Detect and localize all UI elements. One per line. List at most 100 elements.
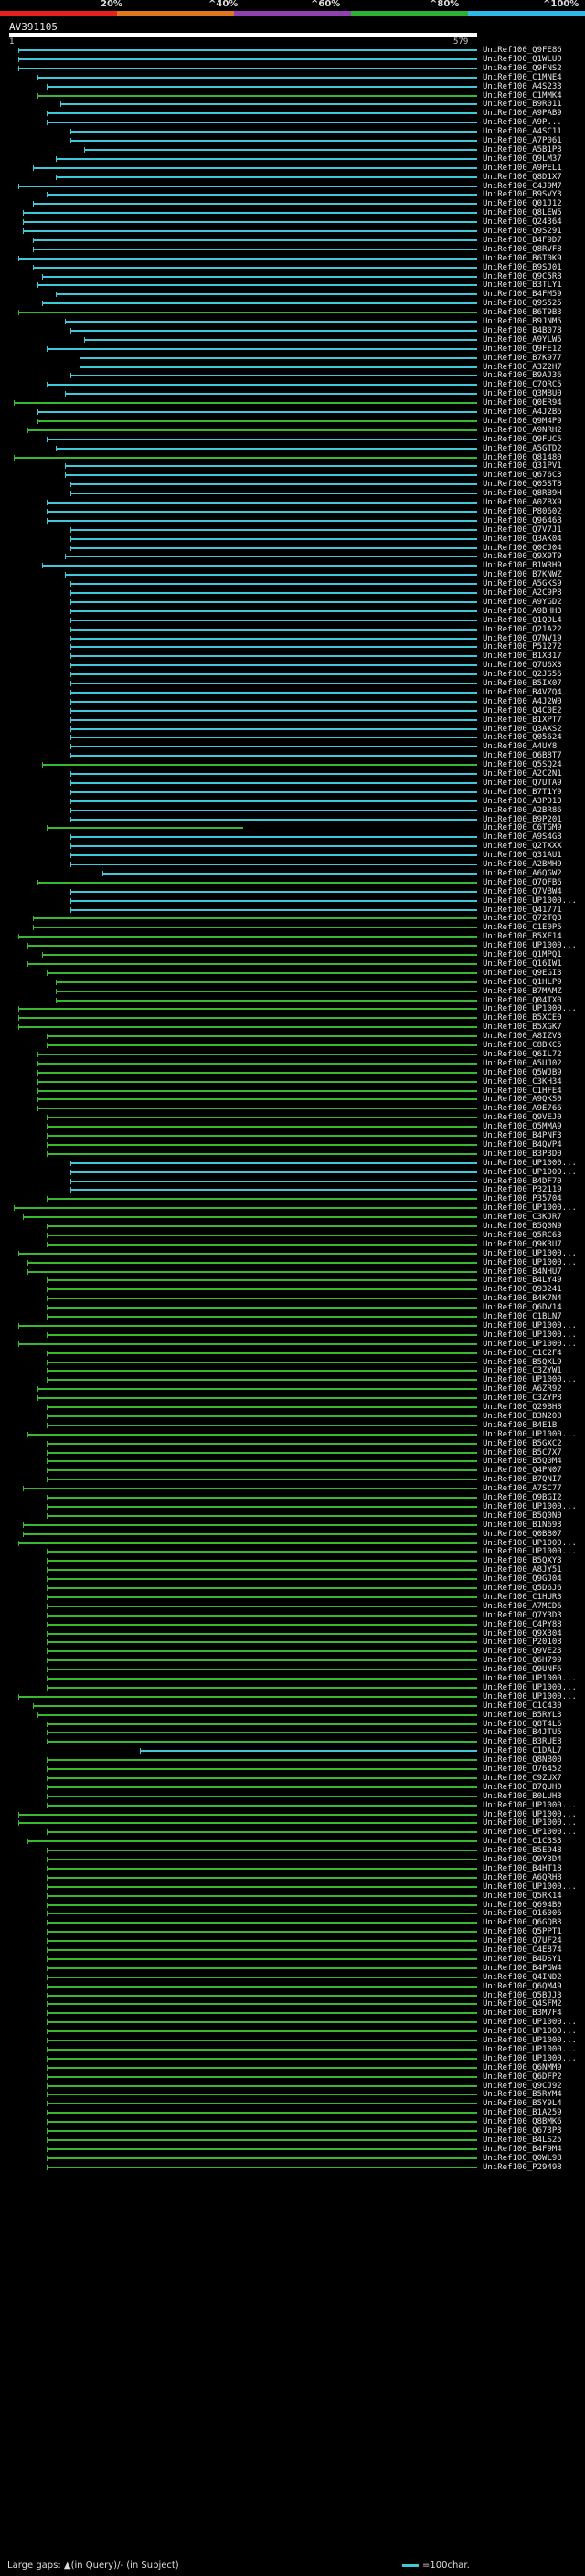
- hit-label[interactable]: UniRef100_B3RUE8: [483, 1737, 562, 1747]
- hit-row[interactable]: UniRef100_B6T9B3: [0, 308, 585, 317]
- hit-row[interactable]: UniRef100_B7QUH0: [0, 1783, 585, 1792]
- hit-row[interactable]: UniRef100_C4E874: [0, 1945, 585, 1955]
- hit-row[interactable]: UniRef100_Q4C0E2: [0, 706, 585, 716]
- hit-row[interactable]: UniRef100_A8IZV3: [0, 1032, 585, 1041]
- hit-label[interactable]: UniRef100_Q8D1X7: [483, 172, 562, 182]
- hit-label[interactable]: UniRef100_B5XF14: [483, 932, 562, 942]
- hit-row[interactable]: UniRef100_A7MCD6: [0, 1602, 585, 1611]
- hit-row[interactable]: UniRef100_Q8D1X7: [0, 173, 585, 182]
- hit-row[interactable]: UniRef100_A9E766: [0, 1104, 585, 1113]
- hit-label[interactable]: UniRef100_A9BHH3: [483, 606, 562, 616]
- hit-label[interactable]: UniRef100_P51272: [483, 642, 562, 652]
- hit-label[interactable]: UniRef100_C1MMK4: [483, 90, 562, 101]
- hit-row[interactable]: UniRef100_Q9LM37: [0, 154, 585, 164]
- hit-label[interactable]: UniRef100_Q41771: [483, 905, 562, 915]
- hit-label[interactable]: UniRef100_C1C430: [483, 1701, 562, 1711]
- hit-label[interactable]: UniRef100_B4PNF3: [483, 1131, 562, 1140]
- hit-label[interactable]: UniRef100_Q1MPQ1: [483, 950, 562, 959]
- hit-row[interactable]: UniRef100_Q81480: [0, 453, 585, 462]
- hit-row[interactable]: UniRef100_B3N208: [0, 1412, 585, 1421]
- hit-label[interactable]: UniRef100_Q5WJB9: [483, 1067, 562, 1077]
- hit-label[interactable]: UniRef100_B4FM59: [483, 290, 562, 300]
- hit-label[interactable]: UniRef100_Q05624: [483, 733, 562, 743]
- hit-label[interactable]: UniRef100_B1A259: [483, 2108, 562, 2118]
- hit-label[interactable]: UniRef100_B4HT18: [483, 1863, 562, 1873]
- hit-row[interactable]: UniRef100_Q9CJ92: [0, 2082, 585, 2091]
- hit-row[interactable]: UniRef100_Q673P3: [0, 2126, 585, 2136]
- hit-label[interactable]: UniRef100_A9QKS0: [483, 1095, 562, 1105]
- hit-label[interactable]: UniRef100_Q5MMA9: [483, 1122, 562, 1132]
- hit-row[interactable]: UniRef100_Q9C5R8: [0, 272, 585, 281]
- hit-row[interactable]: UniRef100_B1WRH9: [0, 561, 585, 570]
- hit-label[interactable]: UniRef100_UP1000...: [483, 1158, 577, 1168]
- hit-row[interactable]: UniRef100_UP1000...: [0, 896, 585, 906]
- hit-label[interactable]: UniRef100_Q9LM37: [483, 154, 562, 164]
- hit-row[interactable]: UniRef100_C1MNE4: [0, 73, 585, 82]
- hit-label[interactable]: UniRef100_A4J2B6: [483, 408, 562, 417]
- hit-label[interactable]: UniRef100_Q9UNF6: [483, 1665, 562, 1675]
- hit-label[interactable]: UniRef100_B6T0K9: [483, 253, 562, 263]
- hit-row[interactable]: UniRef100_Q21A22: [0, 625, 585, 634]
- hit-label[interactable]: UniRef100_Q9EGI3: [483, 968, 562, 978]
- hit-label[interactable]: UniRef100_UP1000...: [483, 2044, 577, 2054]
- hit-label[interactable]: UniRef100_A9E766: [483, 1104, 562, 1114]
- hit-label[interactable]: UniRef100_Q21A22: [483, 624, 562, 634]
- hit-label[interactable]: UniRef100_B5QXL9: [483, 1357, 562, 1367]
- hit-label[interactable]: UniRef100_Q9K3U7: [483, 1239, 562, 1249]
- hit-label[interactable]: UniRef100_Q01J12: [483, 199, 562, 209]
- hit-label[interactable]: UniRef100_C1DAL7: [483, 1746, 562, 1756]
- hit-row[interactable]: UniRef100_C1E0P5: [0, 923, 585, 932]
- hit-label[interactable]: UniRef100_UP1000...: [483, 1809, 577, 1819]
- hit-row[interactable]: UniRef100_Q2JS56: [0, 670, 585, 679]
- hit-label[interactable]: UniRef100_UP1000...: [483, 1203, 577, 1214]
- hit-row[interactable]: UniRef100_A9P...: [0, 118, 585, 127]
- hit-label[interactable]: UniRef100_A6QRH8: [483, 1872, 562, 1882]
- hit-row[interactable]: UniRef100_A9YGD2: [0, 598, 585, 607]
- hit-label[interactable]: UniRef100_B5E948: [483, 1846, 562, 1856]
- hit-row[interactable]: UniRef100_Q9S291: [0, 227, 585, 236]
- hit-row[interactable]: UniRef100_C1DAL7: [0, 1746, 585, 1755]
- hit-row[interactable]: UniRef100_Q9FE86: [0, 46, 585, 55]
- hit-label[interactable]: UniRef100_Q4PN07: [483, 1466, 562, 1476]
- hit-row[interactable]: UniRef100_Q9VE23: [0, 1647, 585, 1656]
- hit-label[interactable]: UniRef100_Q8LEW5: [483, 208, 562, 218]
- hit-label[interactable]: UniRef100_Q7UTA9: [483, 778, 562, 788]
- hit-label[interactable]: UniRef100_Q5D6J6: [483, 1584, 562, 1593]
- hit-row[interactable]: UniRef100_B5E948: [0, 1846, 585, 1855]
- hit-label[interactable]: UniRef100_Q05ST8: [483, 480, 562, 490]
- hit-row[interactable]: UniRef100_Q7UF24: [0, 1936, 585, 1945]
- hit-row[interactable]: UniRef100_B4NHU7: [0, 1267, 585, 1277]
- hit-label[interactable]: UniRef100_B5IX07: [483, 679, 562, 688]
- hit-row[interactable]: UniRef100_C1C430: [0, 1701, 585, 1711]
- hit-row[interactable]: UniRef100_Q05624: [0, 733, 585, 742]
- hit-label[interactable]: UniRef100_B9SVY3: [483, 190, 562, 200]
- hit-row[interactable]: UniRef100_UP1000...: [0, 1818, 585, 1828]
- hit-label[interactable]: UniRef100_B1N693: [483, 1520, 562, 1530]
- hit-label[interactable]: UniRef100_C1C3S3: [483, 1837, 562, 1847]
- hit-label[interactable]: UniRef100_Q5RK14: [483, 1891, 562, 1901]
- hit-label[interactable]: UniRef100_B7QUH0: [483, 1782, 562, 1792]
- hit-row[interactable]: UniRef100_A9BHH3: [0, 607, 585, 616]
- hit-row[interactable]: UniRef100_C1C2F4: [0, 1349, 585, 1358]
- hit-label[interactable]: UniRef100_Q0CJ04: [483, 543, 562, 553]
- hit-row[interactable]: UniRef100_Q5D6J6: [0, 1584, 585, 1593]
- hit-row[interactable]: UniRef100_UP1000...: [0, 1502, 585, 1511]
- hit-row[interactable]: UniRef100_Q8T4L6: [0, 1720, 585, 1729]
- hit-label[interactable]: UniRef100_UP1000...: [483, 1257, 577, 1267]
- hit-label[interactable]: UniRef100_B4LY49: [483, 1276, 562, 1286]
- hit-row[interactable]: UniRef100_Q6NMM9: [0, 2063, 585, 2072]
- hit-label[interactable]: UniRef100_A2C2N1: [483, 769, 562, 779]
- hit-row[interactable]: UniRef100_B4FM59: [0, 290, 585, 299]
- hit-row[interactable]: UniRef100_Q9EGI3: [0, 969, 585, 978]
- hit-label[interactable]: UniRef100_B7QNI7: [483, 1475, 562, 1485]
- hit-row[interactable]: UniRef100_A9NRH2: [0, 426, 585, 435]
- hit-row[interactable]: UniRef100_B5GXC2: [0, 1439, 585, 1448]
- hit-row[interactable]: UniRef100_C3ZYW1: [0, 1366, 585, 1375]
- hit-label[interactable]: UniRef100_Q16IW1: [483, 959, 562, 969]
- hit-label[interactable]: UniRef100_B7MAMZ: [483, 986, 562, 996]
- hit-label[interactable]: UniRef100_B5GXC2: [483, 1438, 562, 1448]
- hit-row[interactable]: UniRef100_Q93241: [0, 1285, 585, 1294]
- hit-label[interactable]: UniRef100_A8IZV3: [483, 1032, 562, 1042]
- hit-label[interactable]: UniRef100_A3PD10: [483, 796, 562, 806]
- hit-label[interactable]: UniRef100_B1WRH9: [483, 561, 562, 571]
